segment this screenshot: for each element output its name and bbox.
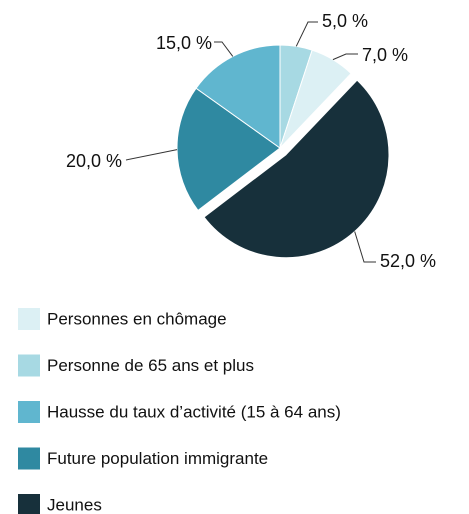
legend-swatch bbox=[18, 401, 40, 423]
leader-line bbox=[354, 231, 376, 263]
legend-label: Personnes en chômage bbox=[47, 309, 227, 328]
leader-line bbox=[332, 53, 358, 61]
data-label: 5,0 % bbox=[322, 11, 368, 31]
data-label: 52,0 % bbox=[380, 251, 436, 271]
pie-slice bbox=[279, 49, 352, 149]
legend-label: Personne de 65 ans et plus bbox=[47, 356, 254, 375]
leader-line bbox=[125, 149, 178, 161]
data-label: 7,0 % bbox=[362, 45, 408, 65]
legend-label: Hausse du taux d’activité (15 à 64 ans) bbox=[47, 402, 341, 421]
leader-line bbox=[214, 41, 234, 57]
legend-swatch bbox=[18, 447, 40, 470]
legend-label: Future population immigrante bbox=[47, 449, 268, 468]
legend-swatch bbox=[18, 494, 40, 514]
leader-line bbox=[295, 21, 318, 47]
pie-slice bbox=[203, 79, 390, 259]
legend-label: Jeunes bbox=[47, 495, 102, 514]
pie-slice bbox=[195, 44, 281, 149]
data-label: 20,0 % bbox=[66, 151, 122, 171]
legend-swatch bbox=[18, 308, 40, 330]
legend-swatch bbox=[18, 354, 40, 377]
data-label: 15,0 % bbox=[156, 33, 212, 53]
pie-slice bbox=[176, 87, 281, 212]
